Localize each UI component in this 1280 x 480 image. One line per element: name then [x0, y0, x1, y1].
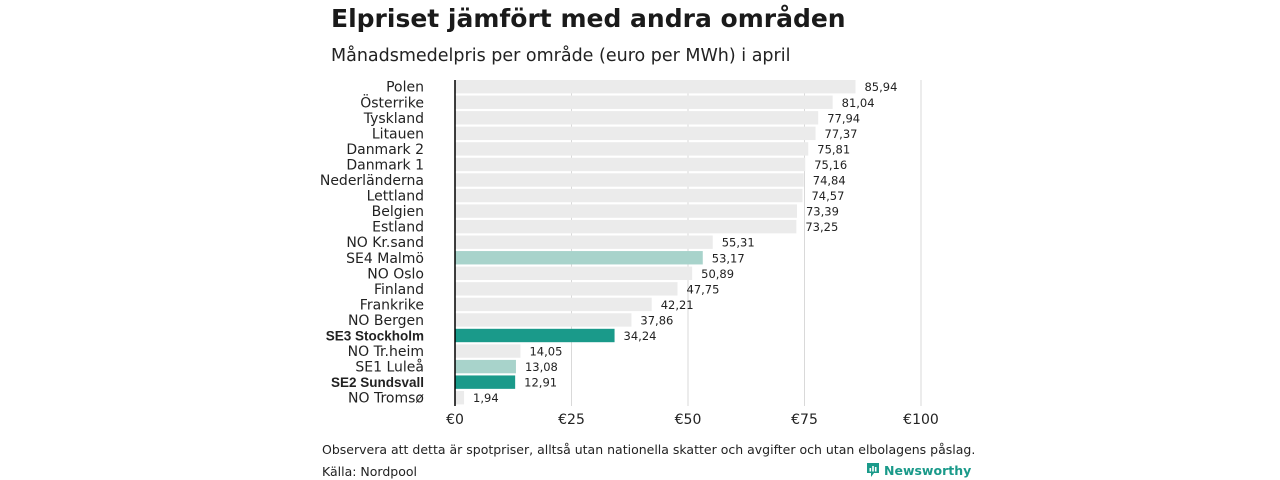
category-label: Finland — [374, 282, 424, 298]
category-label: NO Bergen — [348, 313, 424, 329]
category-label: Lettland — [367, 189, 424, 205]
x-tick-label: €100 — [903, 412, 939, 428]
category-label: Polen — [386, 80, 424, 96]
category-label: Danmark 2 — [346, 142, 424, 158]
category-label: SE2 Sundsvall — [331, 375, 424, 390]
bar-chart: Polen 85,94 Österrike 81,04 Tyskland 77,94 Lit… — [320, 80, 939, 428]
value-label: 73,25 — [805, 220, 838, 234]
brand-name: Newsworthy — [884, 462, 972, 478]
category-label: SE4 Malmö — [346, 251, 424, 267]
value-label: 42,21 — [661, 298, 694, 312]
value-label: 12,91 — [524, 376, 557, 390]
value-label: 77,37 — [825, 127, 858, 141]
value-label: 34,24 — [624, 329, 657, 343]
bar — [455, 95, 833, 109]
bar — [455, 282, 678, 296]
value-label: 53,17 — [712, 251, 745, 265]
value-label: 37,86 — [640, 313, 673, 327]
value-label: 13,08 — [525, 360, 558, 374]
category-label: NO Oslo — [367, 266, 424, 282]
bar — [455, 313, 632, 327]
category-label: SE1 Luleå — [355, 359, 424, 376]
source-label: Källa: Nordpool — [322, 464, 417, 479]
category-label: NO Tr.heim — [348, 344, 424, 360]
footnote: Observera att detta är spotpriser, allts… — [322, 442, 976, 457]
newsworthy-logo-icon — [867, 463, 879, 477]
category-label: Nederländerna — [320, 173, 424, 189]
bar — [455, 111, 819, 125]
category-label: NO Kr.sand — [346, 235, 424, 251]
bar — [455, 297, 652, 312]
value-label: 85,94 — [864, 80, 897, 94]
x-tick-label: €0 — [446, 412, 464, 428]
bar — [455, 173, 804, 187]
value-label: 81,04 — [842, 96, 875, 110]
x-tick-label: €25 — [558, 412, 585, 428]
category-label: NO Tromsø — [348, 391, 424, 407]
category-label: SE3 Stockholm — [326, 329, 424, 344]
bar — [455, 126, 816, 141]
value-label: 50,89 — [701, 267, 734, 281]
value-label: 75,16 — [814, 158, 847, 172]
x-tick-label: €50 — [675, 412, 702, 428]
category-label: Estland — [372, 220, 424, 236]
bar — [455, 142, 809, 156]
category-label: Österrike — [360, 93, 424, 111]
value-label: 47,75 — [687, 282, 720, 296]
bar — [455, 391, 465, 405]
brand-logo[interactable]: Newsworthy — [866, 462, 971, 478]
value-label: 55,31 — [722, 236, 755, 250]
category-label: Belgien — [372, 204, 424, 220]
bar — [455, 235, 713, 249]
value-label: 1,94 — [473, 391, 499, 405]
category-label: Frankrike — [360, 297, 424, 313]
category-label: Danmark 1 — [346, 157, 424, 173]
bar — [455, 204, 797, 218]
value-label: 73,39 — [806, 205, 839, 219]
x-tick-label: €75 — [791, 412, 818, 428]
bar — [455, 219, 797, 234]
bar — [455, 157, 806, 172]
value-label: 77,94 — [827, 111, 860, 125]
value-label: 75,81 — [817, 142, 850, 156]
bar — [455, 251, 703, 265]
bar — [455, 80, 856, 94]
bar — [455, 328, 615, 343]
chart-title: Elpriset jämfört med andra områden — [331, 4, 846, 33]
bar — [455, 375, 516, 389]
chart-subtitle: Månadsmedelpris per område (euro per MWh… — [331, 46, 791, 66]
bar — [455, 344, 521, 358]
bar — [455, 359, 516, 374]
bar — [455, 266, 693, 280]
value-label: 74,84 — [813, 174, 846, 188]
value-label: 14,05 — [529, 345, 562, 359]
value-label: 74,57 — [811, 189, 844, 203]
category-label: Tyskland — [363, 111, 424, 127]
category-label: Litauen — [372, 126, 424, 142]
bar — [455, 188, 803, 203]
